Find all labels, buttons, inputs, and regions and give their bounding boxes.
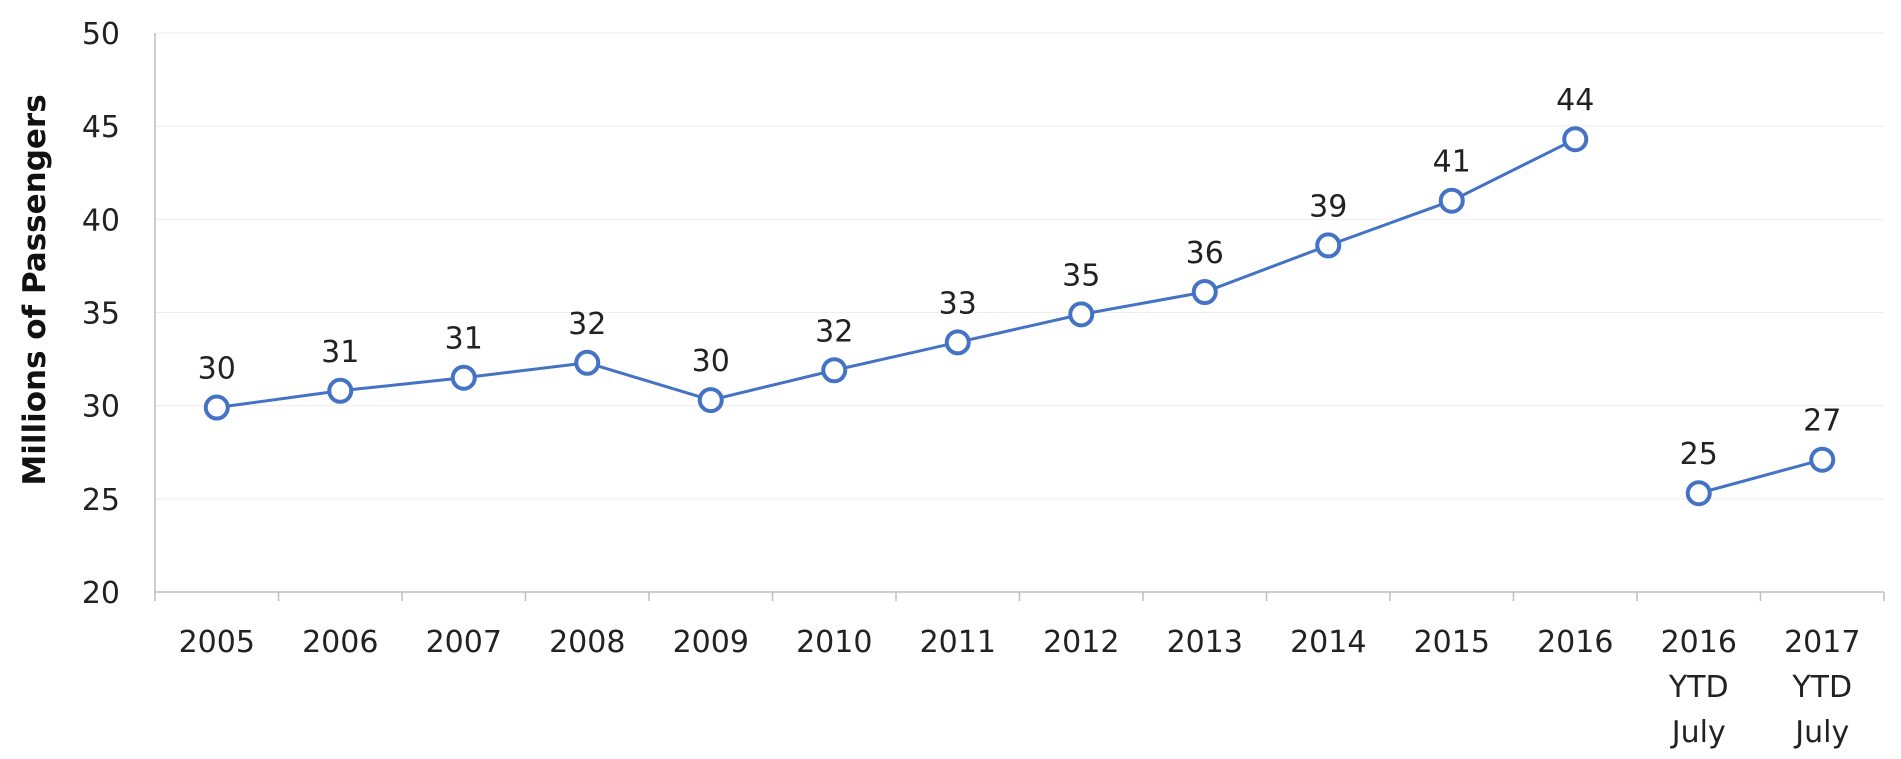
data-point — [1068, 301, 1095, 328]
data-point — [203, 394, 230, 421]
y-tick-label: 25 — [82, 483, 120, 518]
data-label: 25 — [1680, 437, 1718, 472]
x-category-label: July — [1793, 715, 1849, 750]
x-category-label: 2005 — [179, 625, 255, 660]
data-label: 31 — [445, 322, 483, 357]
series-lines — [216, 137, 1823, 495]
data-label: 32 — [815, 314, 853, 349]
data-label: 36 — [1186, 236, 1224, 271]
data-point — [821, 357, 848, 384]
data-label: 27 — [1803, 404, 1841, 439]
x-category-label: 2017 — [1784, 625, 1860, 660]
data-label: 30 — [692, 344, 730, 379]
data-label: 32 — [568, 307, 606, 342]
data-label: 33 — [939, 286, 977, 321]
data-labels: 30 31 31 32 30 32 33 35 36 39 41 44 25 27 — [198, 83, 1842, 472]
data-point — [1685, 480, 1712, 507]
series-line — [216, 137, 1576, 410]
data-label: 44 — [1556, 83, 1594, 118]
x-category-label: 2007 — [426, 625, 502, 660]
series-markers — [203, 126, 1836, 507]
data-label: 39 — [1309, 189, 1347, 224]
x-category-label: 2006 — [302, 625, 378, 660]
data-label: 35 — [1062, 258, 1100, 293]
x-category-label: July — [1670, 715, 1726, 750]
data-point — [1809, 446, 1836, 473]
y-axis-title: Millions of Passengers — [17, 94, 53, 485]
data-label: 30 — [198, 352, 236, 387]
x-category-label: 2009 — [673, 625, 749, 660]
y-tick-label: 30 — [82, 390, 120, 425]
data-point — [450, 364, 477, 391]
data-point — [1315, 232, 1342, 259]
data-point — [697, 387, 724, 414]
x-axis-category-labels: 2005 2006 2007 2008 2009 2010 2011 2012 2013 2014… — [179, 625, 1861, 750]
data-label: 31 — [321, 335, 359, 370]
x-category-label: 2010 — [796, 625, 872, 660]
data-label: 41 — [1433, 145, 1471, 180]
y-tick-label: 50 — [82, 17, 120, 52]
x-category-label: 2013 — [1167, 625, 1243, 660]
x-category-label: YTD — [1668, 670, 1729, 705]
data-point — [1191, 279, 1218, 306]
x-category-label: 2016 — [1537, 625, 1613, 660]
y-axis-tick-labels: 20 25 30 35 40 45 50 — [82, 17, 120, 611]
data-point — [1438, 187, 1465, 214]
x-category-label: 2016 — [1661, 625, 1737, 660]
x-category-label: YTD — [1791, 670, 1852, 705]
series-line — [1698, 458, 1823, 495]
y-tick-label: 45 — [82, 110, 120, 145]
y-tick-label: 40 — [82, 203, 120, 238]
x-category-label: 2014 — [1290, 625, 1366, 660]
data-point — [327, 377, 354, 404]
x-category-label: 2012 — [1043, 625, 1119, 660]
y-tick-label: 20 — [82, 576, 120, 611]
y-tick-label: 35 — [82, 297, 120, 332]
gridlines — [155, 32, 1884, 500]
axes — [154, 33, 1885, 601]
x-category-label: 2011 — [920, 625, 996, 660]
data-point — [944, 329, 971, 356]
x-category-label: 2015 — [1414, 625, 1490, 660]
data-point — [1562, 126, 1589, 153]
x-category-label: 2008 — [549, 625, 625, 660]
data-point — [574, 349, 601, 376]
